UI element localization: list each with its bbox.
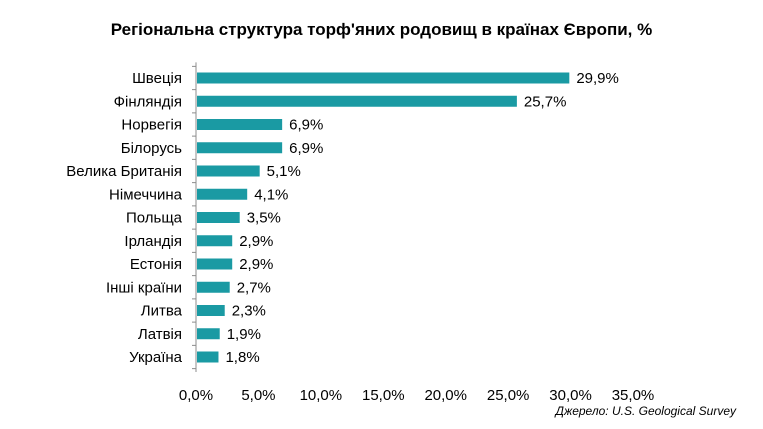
x-tick-label: 25,0% — [487, 387, 530, 404]
category-label: Польща — [126, 210, 183, 227]
data-label: 1,9% — [227, 326, 261, 343]
bar — [197, 258, 233, 270]
category-label: Естонія — [130, 256, 182, 273]
category-label: Фінляндія — [114, 93, 182, 110]
category-label: Україна — [129, 349, 183, 366]
category-label: Ірландія — [124, 233, 182, 250]
x-tick-label: 0,0% — [179, 387, 213, 404]
source-note: Джерело: U.S. Geological Survey — [555, 404, 737, 418]
bar — [197, 165, 260, 177]
x-tick-label: 5,0% — [241, 387, 275, 404]
bar — [197, 281, 230, 293]
bar — [197, 142, 283, 154]
chart-title: Регіональна структура торф'яних родовищ … — [110, 20, 653, 39]
bar — [197, 72, 570, 84]
category-label: Латвія — [138, 326, 182, 343]
data-label: 2,3% — [232, 303, 266, 320]
x-tick-label: 20,0% — [424, 387, 467, 404]
bar — [197, 95, 517, 107]
data-label: 1,8% — [225, 349, 259, 366]
data-label: 25,7% — [524, 93, 567, 110]
bar — [197, 188, 248, 200]
bar — [197, 212, 240, 223]
category-label: Швеція — [132, 70, 182, 87]
bar — [197, 235, 233, 247]
category-label: Велика Британія — [66, 163, 182, 180]
category-label: Інші країни — [106, 279, 182, 296]
data-label: 4,1% — [254, 186, 288, 203]
data-label: 5,1% — [267, 163, 301, 180]
x-tick-label: 30,0% — [549, 387, 592, 404]
data-label: 29,9% — [576, 70, 619, 87]
x-tick-label: 15,0% — [362, 387, 405, 404]
category-label: Німеччина — [109, 186, 183, 203]
data-label: 6,9% — [289, 117, 323, 134]
category-label: Норвегія — [121, 117, 182, 134]
data-label: 6,9% — [289, 140, 323, 157]
x-tick-label: 35,0% — [612, 387, 655, 404]
axis-layer — [192, 62, 197, 372]
bar — [197, 351, 219, 363]
labels-layer: 0,0% 5,0% 10,0% 15,0% 20,0% 25,0% 30,0% 35,0% Шв… — [66, 70, 654, 404]
bar — [197, 305, 225, 316]
x-tick-label: 10,0% — [300, 387, 343, 404]
bars-layer — [197, 72, 570, 363]
data-label: 2,9% — [239, 256, 273, 273]
category-label: Білорусь — [121, 140, 182, 157]
bar — [197, 119, 283, 130]
data-label: 2,9% — [239, 233, 273, 250]
category-label: Литва — [141, 303, 183, 320]
data-label: 3,5% — [247, 210, 281, 227]
bar — [197, 328, 220, 340]
data-label: 2,7% — [237, 279, 271, 296]
